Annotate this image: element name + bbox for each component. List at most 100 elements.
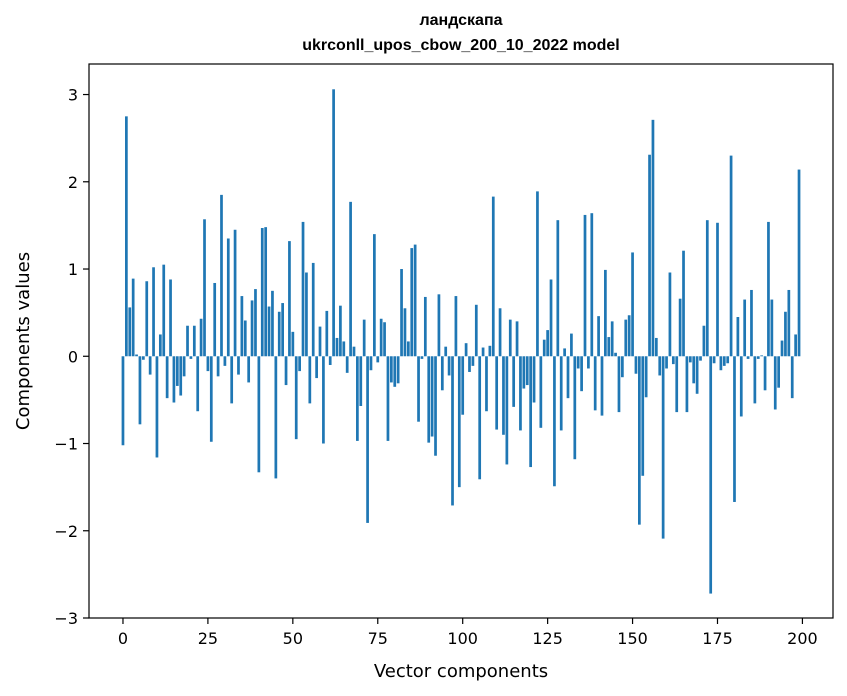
bar-129 bbox=[559, 356, 563, 431]
bar-111 bbox=[498, 308, 502, 357]
bar-116 bbox=[515, 321, 519, 357]
bar-140 bbox=[597, 316, 600, 357]
bar-103 bbox=[471, 356, 475, 366]
bar-36 bbox=[243, 320, 247, 357]
bar-68 bbox=[352, 346, 356, 357]
bar-128 bbox=[556, 220, 560, 357]
bar-109 bbox=[491, 196, 495, 357]
bar-19 bbox=[186, 325, 189, 357]
y-tick-label-0: 0 bbox=[68, 347, 78, 366]
bar-58 bbox=[318, 326, 322, 357]
bar-139 bbox=[593, 356, 597, 411]
bar-170 bbox=[699, 356, 702, 361]
y-tick-label--1: −1 bbox=[54, 435, 78, 454]
bar-29 bbox=[220, 194, 223, 357]
bar-190 bbox=[767, 221, 770, 357]
bar-106 bbox=[481, 347, 485, 357]
bar-180 bbox=[733, 356, 736, 502]
bar-64 bbox=[339, 305, 342, 357]
bar-193 bbox=[777, 356, 780, 388]
bar-18 bbox=[182, 356, 186, 377]
bar-189 bbox=[763, 356, 767, 391]
bar-56 bbox=[311, 262, 315, 357]
bar-148 bbox=[624, 319, 628, 357]
bar-117 bbox=[519, 356, 522, 431]
bar-155 bbox=[648, 154, 651, 357]
bar-95 bbox=[444, 346, 448, 357]
x-tick-label-50: 50 bbox=[283, 629, 303, 648]
bar-34 bbox=[237, 356, 240, 375]
bar-105 bbox=[478, 356, 482, 480]
bar-5 bbox=[138, 356, 142, 425]
bar-37 bbox=[247, 356, 251, 383]
bar-102 bbox=[468, 356, 471, 372]
y-tick-label--2: −2 bbox=[54, 522, 78, 541]
bar-124 bbox=[542, 339, 546, 357]
bar-131 bbox=[566, 356, 570, 399]
bar-160 bbox=[665, 356, 668, 369]
bar-167 bbox=[688, 356, 692, 363]
bar-136 bbox=[583, 214, 587, 357]
bar-28 bbox=[216, 356, 220, 377]
bar-179 bbox=[729, 155, 733, 357]
bar-194 bbox=[780, 340, 784, 357]
bar-161 bbox=[668, 272, 672, 357]
y-tick-label--3: −3 bbox=[54, 609, 78, 628]
bar-143 bbox=[607, 337, 611, 357]
bar-145 bbox=[614, 352, 617, 357]
bar-114 bbox=[508, 319, 512, 357]
bar-182 bbox=[739, 356, 743, 417]
bar-188 bbox=[760, 355, 764, 357]
bar-120 bbox=[529, 356, 532, 468]
bar-153 bbox=[641, 356, 645, 476]
bar-8 bbox=[148, 356, 152, 375]
bar-142 bbox=[604, 269, 607, 357]
bar-86 bbox=[413, 244, 417, 357]
bar-147 bbox=[621, 356, 624, 378]
bar-134 bbox=[576, 356, 580, 369]
bar-187 bbox=[756, 356, 760, 359]
bar-96 bbox=[447, 356, 451, 376]
bar-101 bbox=[464, 343, 468, 357]
bar-97 bbox=[451, 356, 454, 506]
bar-89 bbox=[423, 296, 427, 357]
bar-108 bbox=[488, 345, 492, 357]
bar-30 bbox=[223, 356, 227, 366]
bar-25 bbox=[206, 356, 210, 372]
bar-46 bbox=[277, 311, 281, 357]
bar-23 bbox=[199, 318, 203, 357]
bar-112 bbox=[502, 356, 505, 435]
bar-185 bbox=[750, 289, 753, 357]
bar-77 bbox=[383, 322, 386, 357]
bar-71 bbox=[362, 319, 366, 357]
bar-178 bbox=[726, 356, 730, 364]
bar-76 bbox=[379, 318, 383, 357]
bar-192 bbox=[773, 356, 777, 410]
bar-168 bbox=[692, 356, 696, 384]
bar-133 bbox=[573, 356, 577, 460]
bar-69 bbox=[356, 356, 359, 441]
bar-85 bbox=[410, 248, 414, 357]
bar-197 bbox=[790, 356, 794, 399]
bar-100 bbox=[461, 356, 465, 415]
y-tick-label-1: 1 bbox=[68, 260, 78, 279]
bar-198 bbox=[794, 334, 797, 357]
bar-38 bbox=[250, 300, 254, 357]
bar-16 bbox=[175, 356, 179, 386]
bar-118 bbox=[522, 356, 526, 389]
bar-119 bbox=[525, 356, 529, 386]
bar-4 bbox=[135, 354, 138, 357]
bar-13 bbox=[165, 356, 169, 399]
bar-152 bbox=[638, 356, 641, 525]
bar-92 bbox=[434, 356, 437, 456]
bar-141 bbox=[600, 356, 604, 416]
bar-146 bbox=[617, 356, 621, 413]
chart-title: ландскапа bbox=[419, 12, 503, 29]
bar-83 bbox=[403, 308, 407, 357]
x-axis-label: Vector components bbox=[374, 661, 548, 682]
bar-195 bbox=[784, 311, 787, 357]
y-tick-label-2: 2 bbox=[68, 173, 78, 192]
bar-14 bbox=[169, 279, 172, 357]
y-axis-label: Components values bbox=[13, 252, 34, 430]
